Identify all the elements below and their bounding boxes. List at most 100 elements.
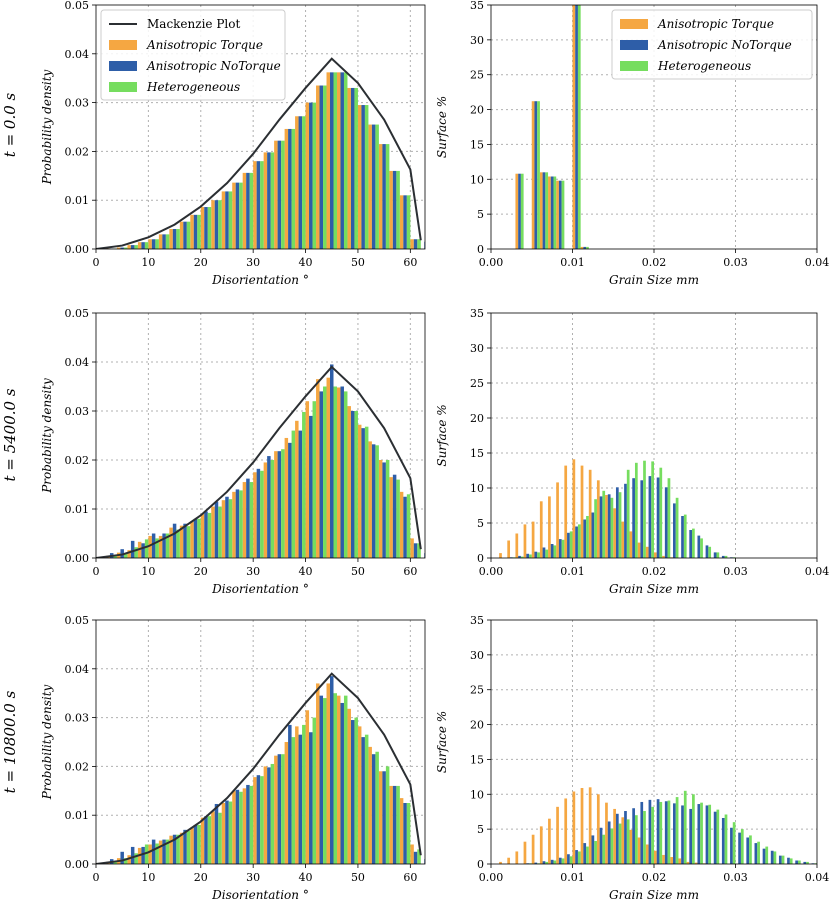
bar-notorque (575, 526, 578, 558)
bar-heterogeneous (207, 816, 212, 864)
bar-heterogeneous (716, 552, 720, 558)
bar-heterogeneous (577, 851, 581, 864)
bar-heterogeneous (176, 529, 180, 558)
bar-heterogeneous (134, 245, 138, 249)
bar-notorque (721, 555, 725, 558)
bar-notorque (624, 483, 627, 558)
bar-notorque (382, 462, 386, 558)
x-tick-label: 30 (246, 256, 260, 269)
bar-notorque (172, 834, 177, 864)
bar-heterogeneous (417, 543, 421, 558)
bar-notorque (120, 247, 124, 249)
bar-heterogeneous (333, 386, 337, 558)
bar-notorque (162, 839, 166, 864)
bar-notorque (204, 816, 208, 864)
bar-heterogeneous (692, 528, 695, 558)
chart-panels: 0 10 20 30 40 50 600.000.010.020.030.040.05Dis… (40, 0, 829, 902)
bar-heterogeneous (123, 553, 128, 558)
bar-notorque (599, 496, 603, 558)
bar-heterogeneous (165, 234, 170, 249)
bar-notorque (350, 411, 355, 558)
bar-heterogeneous (239, 490, 243, 558)
legend-label-notorque: Anisotropic NoTorque (146, 59, 281, 73)
bar-torque (357, 726, 362, 864)
panel-pdf-0: 0 10 20 30 40 50 60 0.00 0.01 0.02 0.03 0.04 0.05 Dis… (40, 0, 426, 287)
bar-notorque (298, 116, 303, 249)
x-tick-label: 0.02 (642, 565, 667, 578)
bar-heterogeneous (675, 797, 679, 864)
bar-heterogeneous (683, 514, 687, 558)
bar-notorque (288, 724, 292, 864)
bar-notorque (277, 754, 282, 864)
y-tick-label: 0.00 (65, 243, 90, 256)
tick-labels: 0 10 20 30 40 50 60 0.00 0.01 0.02 0.03 0.04 0.05 (65, 614, 418, 884)
bar-heterogeneous (239, 791, 243, 864)
bar-heterogeneous (218, 200, 222, 249)
bar-heterogeneous (249, 785, 254, 864)
bar-heterogeneous (765, 846, 769, 864)
bar-torque (347, 406, 351, 558)
bar-notorque (392, 785, 397, 864)
x-tick-label: 0.04 (805, 871, 830, 884)
bar-heterogeneous (708, 804, 712, 864)
y-axis-label: Probability density (40, 684, 54, 800)
bar-notorque (403, 195, 407, 249)
bar-notorque (151, 533, 156, 558)
bar-heterogeneous (561, 858, 565, 864)
legend: Mackenzie Plot Anisotropic Torque Anisotro… (100, 9, 286, 101)
x-tick-label: 0.01 (560, 871, 585, 884)
bar-notorque (673, 803, 676, 864)
x-tick-label: 0.01 (560, 565, 585, 578)
y-tick-label: 0 (477, 552, 484, 565)
bar-notorque (599, 827, 603, 864)
bar-notorque (558, 180, 562, 249)
bar-torque (232, 790, 236, 864)
bar-torque (389, 785, 393, 864)
y-axis-label: Surface % (435, 711, 449, 773)
bar-heterogeneous (281, 754, 285, 864)
bar-heterogeneous (144, 242, 149, 249)
bar-heterogeneous (207, 207, 212, 249)
bar-heterogeneous (343, 695, 348, 864)
bar-heterogeneous (134, 547, 138, 558)
bar-notorque (193, 214, 198, 249)
y-tick-label: 0.04 (65, 48, 90, 61)
bar-heterogeneous (757, 841, 760, 864)
bar-notorque (371, 124, 376, 249)
legend-swatch-heterogeneous (620, 61, 648, 71)
bar-notorque (120, 851, 124, 864)
y-tick-label: 0.05 (65, 307, 90, 320)
bar-torque (556, 806, 559, 864)
bar-notorque (542, 547, 546, 558)
bar-torque (580, 788, 584, 864)
bar-torque (284, 128, 289, 249)
bar-notorque (330, 364, 334, 558)
bar-torque (127, 855, 131, 864)
bar-torque (148, 239, 152, 249)
bar-notorque (330, 676, 334, 864)
bar-notorque (721, 817, 725, 864)
bar-notorque (664, 487, 668, 558)
x-tick-label: 40 (299, 565, 313, 578)
bar-notorque (787, 857, 790, 864)
mackenzie-curve (96, 672, 422, 864)
bar-notorque (361, 428, 365, 558)
y-tick-label: 10 (470, 788, 484, 801)
bar-notorque (172, 523, 177, 558)
bar-notorque (673, 503, 676, 558)
bar-heterogeneous (659, 467, 663, 558)
y-axis-label: Surface % (435, 404, 449, 466)
bar-heterogeneous (643, 811, 646, 864)
bar-torque (556, 180, 559, 249)
bar-notorque (371, 754, 376, 864)
bar-heterogeneous (610, 828, 614, 864)
bar-notorque (681, 805, 684, 864)
bar-heterogeneous (406, 195, 411, 249)
bar-notorque (319, 695, 324, 864)
bar-notorque (382, 771, 386, 864)
bar-notorque (542, 861, 546, 864)
bar-heterogeneous (406, 494, 411, 558)
bar-notorque (256, 161, 261, 249)
bar-heterogeneous (724, 555, 728, 558)
x-tick-label: 0.00 (479, 565, 504, 578)
